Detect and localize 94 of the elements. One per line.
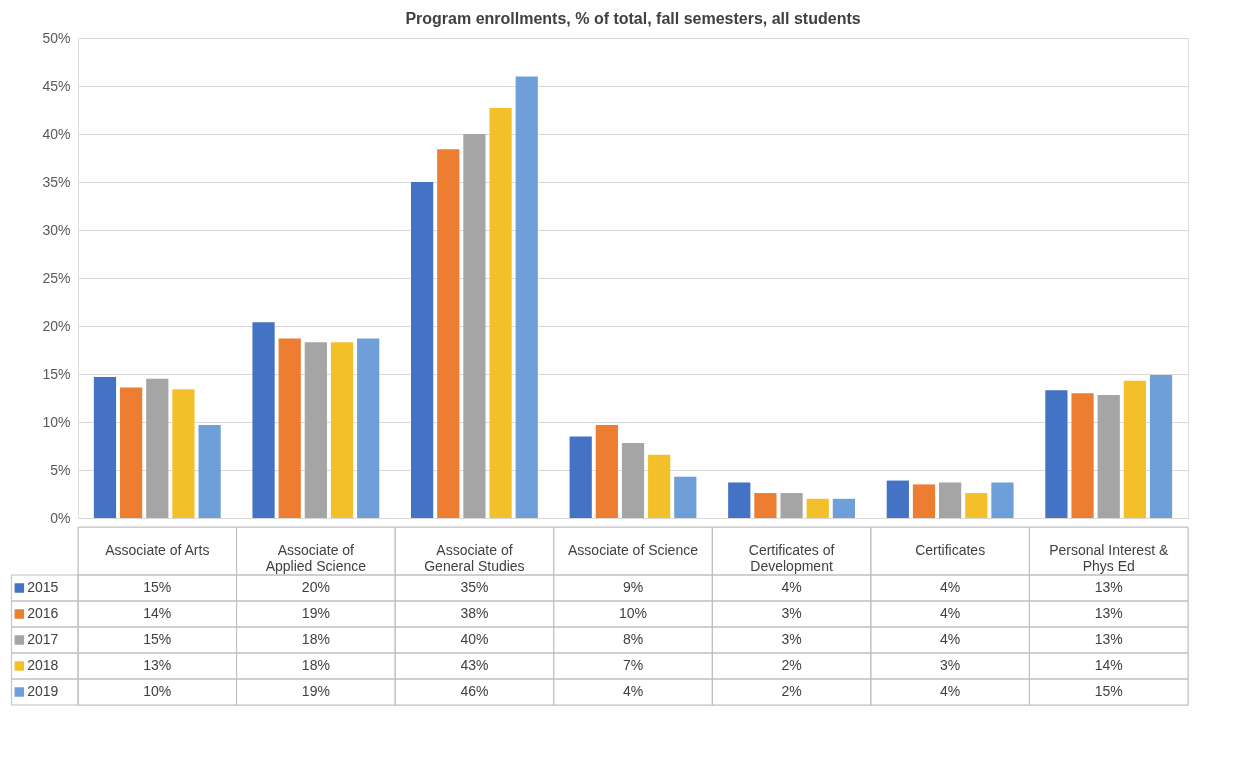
data-label: 43% (460, 657, 489, 673)
bar (198, 424, 221, 518)
legend-label: 2019 (27, 683, 59, 699)
x-tick-label: Associate of General Studies (424, 542, 525, 574)
bar (780, 493, 803, 518)
data-label: 19% (301, 605, 330, 621)
data-label: 4% (940, 605, 961, 621)
y-tick-label: 50% (42, 29, 71, 46)
bar (463, 134, 486, 518)
data-label: 13% (1094, 631, 1123, 647)
y-tick-label: 10% (42, 413, 71, 430)
bar (146, 378, 169, 518)
data-label: 20% (301, 579, 330, 595)
data-label: 13% (1094, 605, 1123, 621)
bar (991, 482, 1014, 518)
bar (172, 389, 195, 518)
bar (1123, 380, 1146, 518)
bar (674, 476, 697, 518)
data-label: 2% (781, 683, 802, 699)
bar (489, 108, 512, 518)
bar (806, 498, 829, 518)
bar (569, 436, 592, 518)
data-label: 40% (460, 631, 489, 647)
data-label: 18% (301, 657, 330, 673)
data-label: 9% (622, 579, 644, 595)
legend-label: 2015 (27, 579, 59, 595)
data-label: 38% (460, 605, 489, 621)
data-label: 15% (143, 631, 172, 647)
y-tick-label: 40% (42, 125, 71, 142)
bar (357, 338, 380, 518)
data-label: 3% (940, 657, 961, 673)
legend-label: 2017 (27, 631, 59, 647)
data-label: 14% (143, 605, 172, 621)
bar (754, 493, 777, 518)
bar (886, 480, 909, 518)
y-tick-label: 25% (42, 269, 71, 286)
data-label: 19% (301, 683, 330, 699)
bar (648, 454, 671, 518)
y-tick-label: 0% (50, 509, 71, 526)
bar (1071, 393, 1094, 518)
bar (304, 342, 327, 518)
bar (437, 149, 460, 518)
x-tick-label: Certificates of Development (748, 542, 835, 574)
data-label: 7% (622, 657, 644, 673)
bar (1045, 390, 1068, 518)
bar (832, 498, 855, 518)
x-tick-label: Associate of Arts (105, 542, 210, 558)
data-label: 4% (940, 631, 961, 647)
y-tick-label: 30% (42, 221, 71, 238)
bar (965, 493, 988, 518)
y-tick-label: 15% (42, 365, 71, 382)
bar (252, 322, 275, 518)
y-tick-label: 35% (42, 173, 71, 190)
x-tick-label: Associate of Science (568, 542, 699, 558)
data-label: 2% (781, 657, 802, 673)
legend-label: 2018 (27, 657, 59, 673)
bar (621, 443, 645, 518)
y-tick-label: 5% (50, 461, 71, 478)
bar (1149, 374, 1173, 518)
bar (1097, 395, 1120, 518)
bar (278, 338, 301, 518)
bar (595, 424, 618, 518)
x-tick-label: Personal Interest & Phys Ed (1049, 542, 1169, 574)
x-tick-label: Certificates (915, 542, 986, 558)
data-label: 15% (143, 579, 172, 595)
data-label: 46% (460, 683, 489, 699)
data-label: 13% (143, 657, 172, 673)
chart-title: Program enrollments, % of total, fall semesters, all students (405, 10, 861, 27)
x-tick-label: Associate of Applied Science (265, 542, 367, 574)
bar (912, 484, 936, 518)
data-label: 3% (781, 605, 802, 621)
data-label: 18% (301, 631, 330, 647)
data-label: 13% (1094, 579, 1123, 595)
data-label: 8% (622, 631, 644, 647)
data-label: 4% (781, 579, 802, 595)
data-label: 4% (622, 683, 644, 699)
data-label: 4% (940, 579, 961, 595)
bar (330, 342, 354, 518)
bar (728, 482, 751, 518)
data-label: 15% (1094, 683, 1123, 699)
y-tick-label: 20% (42, 317, 71, 334)
bar (515, 76, 538, 518)
data-label: 3% (781, 631, 802, 647)
bar (939, 482, 962, 518)
y-tick-label: 45% (42, 77, 71, 94)
bar (93, 376, 117, 518)
data-label: 10% (143, 683, 172, 699)
data-label: 4% (940, 683, 961, 699)
bar (120, 387, 143, 518)
data-label: 35% (460, 579, 489, 595)
data-label: 14% (1094, 657, 1123, 673)
legend-label: 2016 (27, 605, 59, 621)
data-label: 10% (618, 605, 648, 621)
bar (411, 182, 434, 518)
